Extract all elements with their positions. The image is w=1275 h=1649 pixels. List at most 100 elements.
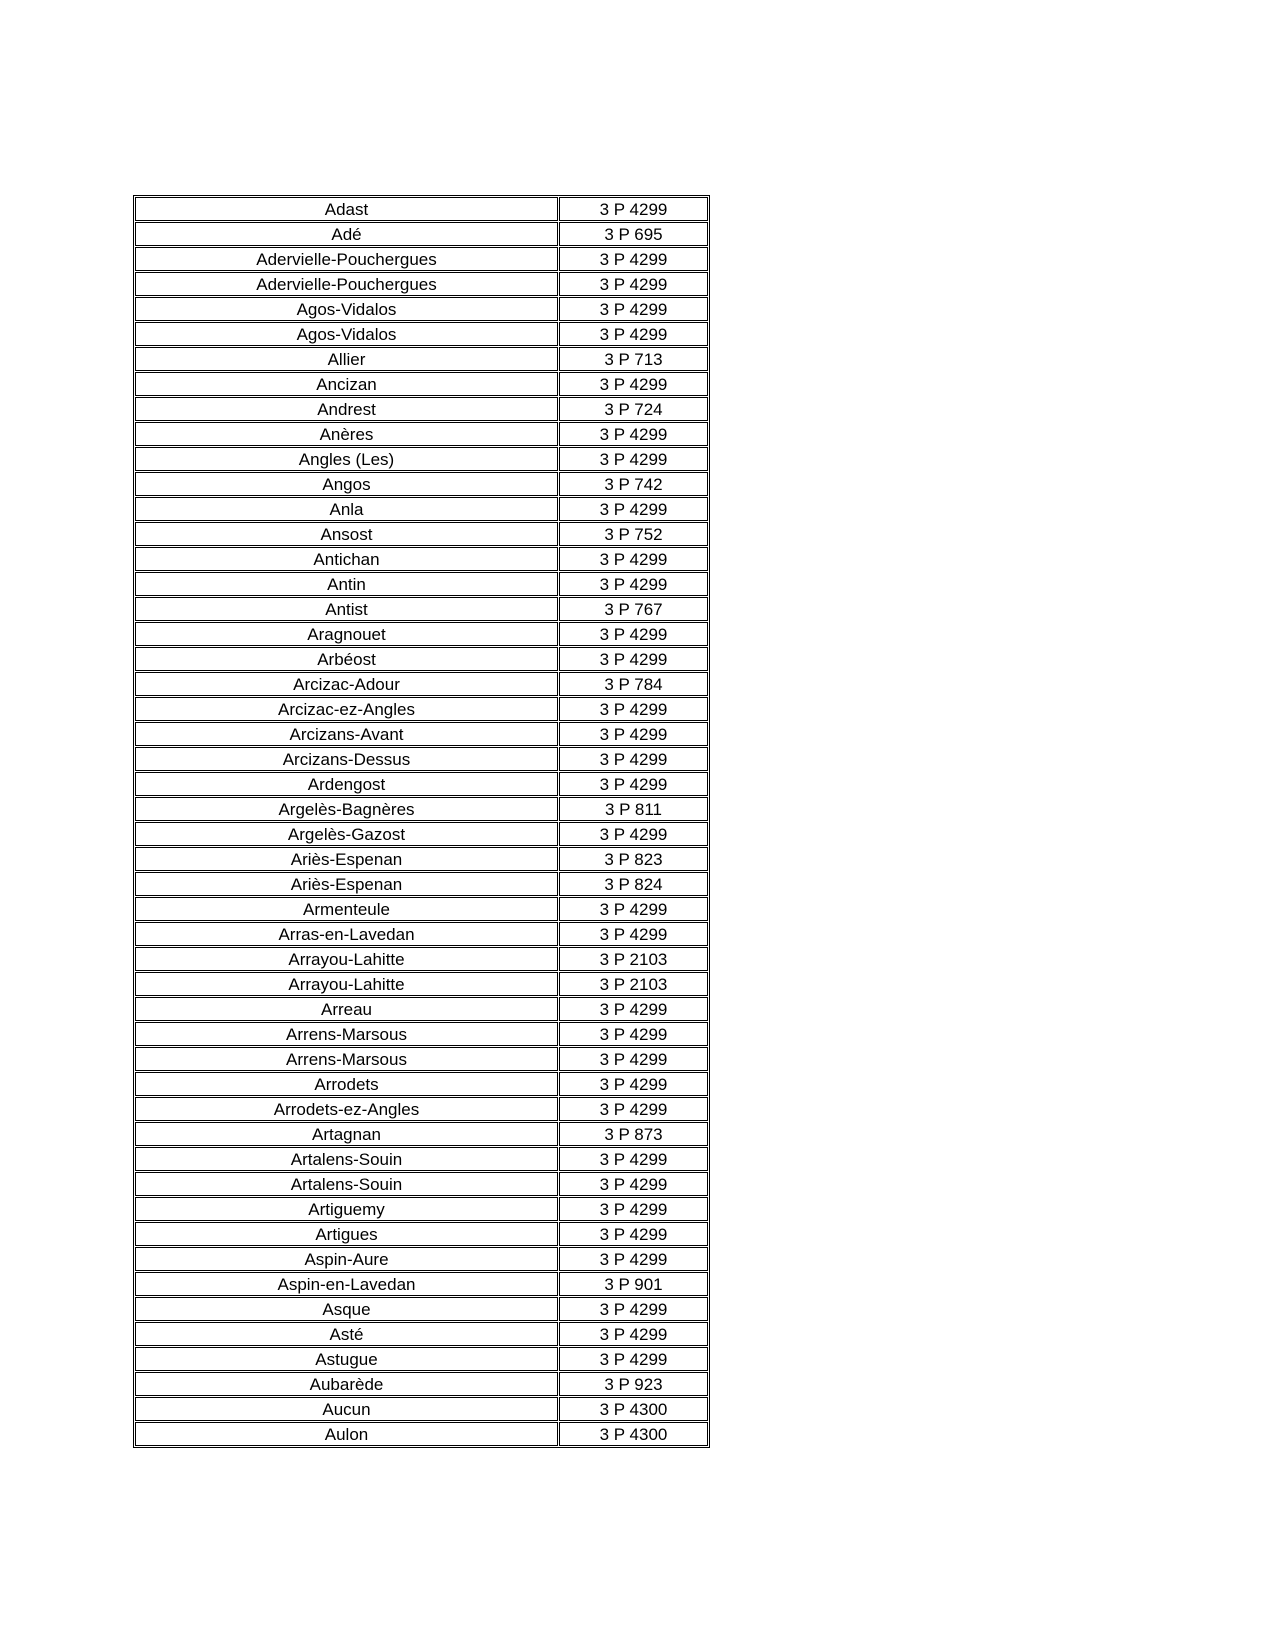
table-row: Arcizac-ez-Angles 3 P 4299 <box>135 697 708 721</box>
table-row: Aucun 3 P 4300 <box>135 1397 708 1421</box>
reference-cell: 3 P 811 <box>559 797 708 821</box>
reference-cell: 3 P 4300 <box>559 1397 708 1421</box>
commune-cell: Aubarède <box>135 1372 558 1396</box>
reference-cell: 3 P 873 <box>559 1122 708 1146</box>
table-row: Arrens-Marsous 3 P 4299 <box>135 1047 708 1071</box>
commune-cell: Arrens-Marsous <box>135 1047 558 1071</box>
commune-cell: Arcizac-ez-Angles <box>135 697 558 721</box>
commune-cell: Artalens-Souin <box>135 1147 558 1171</box>
reference-cell: 3 P 4299 <box>559 822 708 846</box>
commune-cell: Artigues <box>135 1222 558 1246</box>
table-row: Arcizans-Dessus 3 P 4299 <box>135 747 708 771</box>
table-row: Adervielle-Pouchergues 3 P 4299 <box>135 247 708 271</box>
reference-cell: 3 P 4299 <box>559 1222 708 1246</box>
commune-cell: Angles (Les) <box>135 447 558 471</box>
commune-cell: Arrodets-ez-Angles <box>135 1097 558 1121</box>
reference-cell: 3 P 752 <box>559 522 708 546</box>
reference-cell: 3 P 4299 <box>559 747 708 771</box>
reference-cell: 3 P 4299 <box>559 497 708 521</box>
table-row: Ariès-Espenan 3 P 823 <box>135 847 708 871</box>
commune-cell: Arbéost <box>135 647 558 671</box>
commune-cell: Angos <box>135 472 558 496</box>
commune-cell: Anères <box>135 422 558 446</box>
reference-cell: 3 P 784 <box>559 672 708 696</box>
table-row: Anla 3 P 4299 <box>135 497 708 521</box>
reference-cell: 3 P 901 <box>559 1272 708 1296</box>
commune-cell: Antin <box>135 572 558 596</box>
commune-cell: Asque <box>135 1297 558 1321</box>
table-row: Astugue 3 P 4299 <box>135 1347 708 1371</box>
table-row: Adast 3 P 4299 <box>135 197 708 221</box>
reference-cell: 3 P 4299 <box>559 422 708 446</box>
reference-cell: 3 P 742 <box>559 472 708 496</box>
table-row: Artalens-Souin 3 P 4299 <box>135 1172 708 1196</box>
table-row: Argelès-Gazost 3 P 4299 <box>135 822 708 846</box>
commune-reference-table: Adast 3 P 4299 Adé 3 P 695 Adervielle-Pouche… <box>133 195 710 1448</box>
table-row: Asté 3 P 4299 <box>135 1322 708 1346</box>
commune-cell: Adé <box>135 222 558 246</box>
reference-cell: 3 P 824 <box>559 872 708 896</box>
commune-cell: Artagnan <box>135 1122 558 1146</box>
commune-cell: Argelès-Gazost <box>135 822 558 846</box>
commune-cell: Ancizan <box>135 372 558 396</box>
table-row: Artigues 3 P 4299 <box>135 1222 708 1246</box>
reference-cell: 3 P 2103 <box>559 947 708 971</box>
reference-cell: 3 P 4299 <box>559 1147 708 1171</box>
table-row: Aspin-en-Lavedan 3 P 901 <box>135 1272 708 1296</box>
table-row: Aragnouet 3 P 4299 <box>135 622 708 646</box>
reference-cell: 3 P 4299 <box>559 197 708 221</box>
table-row: Antist 3 P 767 <box>135 597 708 621</box>
reference-cell: 3 P 4300 <box>559 1422 708 1446</box>
table-row: Artagnan 3 P 873 <box>135 1122 708 1146</box>
commune-cell: Antist <box>135 597 558 621</box>
commune-cell: Ardengost <box>135 772 558 796</box>
table-row: Aspin-Aure 3 P 4299 <box>135 1247 708 1271</box>
table-row: Armenteule 3 P 4299 <box>135 897 708 921</box>
reference-cell: 3 P 4299 <box>559 547 708 571</box>
commune-cell: Aspin-Aure <box>135 1247 558 1271</box>
table-row: Arreau 3 P 4299 <box>135 997 708 1021</box>
table-row: Anères 3 P 4299 <box>135 422 708 446</box>
table-row: Andrest 3 P 724 <box>135 397 708 421</box>
commune-cell: Antichan <box>135 547 558 571</box>
table-row: Arrodets 3 P 4299 <box>135 1072 708 1096</box>
commune-cell: Arcizac-Adour <box>135 672 558 696</box>
reference-cell: 3 P 4299 <box>559 1072 708 1096</box>
reference-cell: 3 P 4299 <box>559 272 708 296</box>
table-row: Adervielle-Pouchergues 3 P 4299 <box>135 272 708 296</box>
reference-cell: 3 P 4299 <box>559 1172 708 1196</box>
commune-cell: Arrodets <box>135 1072 558 1096</box>
table-row: Aulon 3 P 4300 <box>135 1422 708 1446</box>
commune-cell: Aspin-en-Lavedan <box>135 1272 558 1296</box>
reference-cell: 3 P 4299 <box>559 1297 708 1321</box>
commune-cell: Arrayou-Lahitte <box>135 947 558 971</box>
reference-cell: 3 P 4299 <box>559 897 708 921</box>
commune-cell: Arcizans-Avant <box>135 722 558 746</box>
reference-cell: 3 P 4299 <box>559 1322 708 1346</box>
table-row: Angos 3 P 742 <box>135 472 708 496</box>
commune-cell: Andrest <box>135 397 558 421</box>
reference-cell: 3 P 4299 <box>559 622 708 646</box>
reference-cell: 3 P 695 <box>559 222 708 246</box>
commune-cell: Arcizans-Dessus <box>135 747 558 771</box>
table-row: Arrayou-Lahitte 3 P 2103 <box>135 947 708 971</box>
reference-cell: 3 P 724 <box>559 397 708 421</box>
reference-cell: 3 P 713 <box>559 347 708 371</box>
reference-cell: 3 P 4299 <box>559 1347 708 1371</box>
commune-cell: Agos-Vidalos <box>135 297 558 321</box>
table-row: Antin 3 P 4299 <box>135 572 708 596</box>
table-row: Ancizan 3 P 4299 <box>135 372 708 396</box>
table-row: Arras-en-Lavedan 3 P 4299 <box>135 922 708 946</box>
table-row: Arcizans-Avant 3 P 4299 <box>135 722 708 746</box>
commune-cell: Artiguemy <box>135 1197 558 1221</box>
table-row: Arrens-Marsous 3 P 4299 <box>135 1022 708 1046</box>
table-row: Angles (Les) 3 P 4299 <box>135 447 708 471</box>
table-row: Argelès-Bagnères 3 P 811 <box>135 797 708 821</box>
commune-cell: Allier <box>135 347 558 371</box>
reference-cell: 3 P 4299 <box>559 572 708 596</box>
reference-cell: 3 P 4299 <box>559 247 708 271</box>
commune-cell: Agos-Vidalos <box>135 322 558 346</box>
reference-cell: 3 P 4299 <box>559 322 708 346</box>
table-row: Agos-Vidalos 3 P 4299 <box>135 322 708 346</box>
table-row: Arcizac-Adour 3 P 784 <box>135 672 708 696</box>
